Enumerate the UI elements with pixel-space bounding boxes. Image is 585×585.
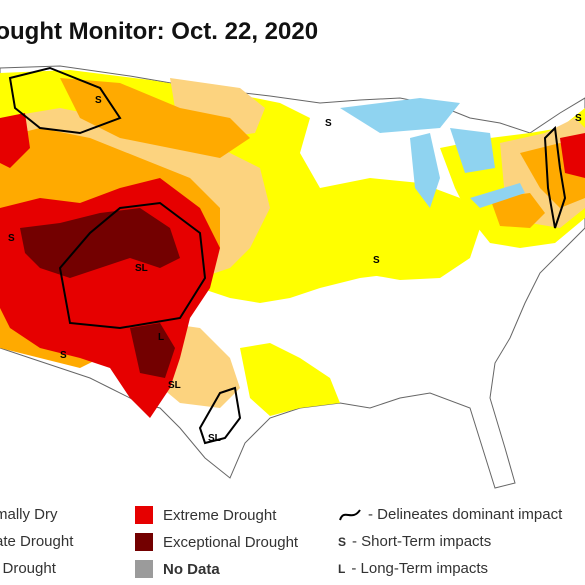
lake-michigan bbox=[410, 133, 440, 208]
impact-label-s: S bbox=[60, 350, 67, 361]
abnormally-dry-midwest bbox=[320, 178, 480, 280]
extreme-swatch bbox=[135, 506, 153, 524]
impact-label-s: S bbox=[95, 95, 102, 106]
legend-label: - Delineates dominant impact bbox=[368, 506, 563, 523]
legend-label: - Short-Term impacts bbox=[352, 533, 492, 550]
extreme-ne bbox=[560, 133, 585, 178]
legend-label: Exceptional Drought bbox=[163, 533, 299, 551]
map-title: rought Monitor: Oct. 22, 2020 bbox=[0, 18, 319, 45]
map-canvas: S S S S S S SL SL SL L bbox=[0, 65, 585, 489]
short-term-symbol: S bbox=[338, 534, 347, 549]
impact-label-sl: SL bbox=[135, 263, 148, 274]
exceptional-swatch bbox=[135, 533, 153, 551]
exceptional-texas bbox=[130, 323, 175, 378]
delineate-line-icon bbox=[339, 508, 361, 520]
lake-superior bbox=[340, 98, 460, 133]
legend-exceptional: Exceptional Drought bbox=[135, 533, 298, 551]
impact-label-sl: SL bbox=[208, 433, 221, 444]
legend-label: - Long-Term impacts bbox=[351, 560, 489, 577]
severe-pa bbox=[490, 193, 545, 228]
legend-long-term: L - Long-Term impacts bbox=[338, 560, 488, 577]
nodata-swatch bbox=[135, 560, 153, 578]
exceptional-core bbox=[20, 208, 180, 278]
lake-huron bbox=[450, 128, 495, 173]
legend-abnormally-dry: rmally Dry bbox=[0, 506, 58, 523]
impact-outline-texas bbox=[198, 386, 242, 445]
impact-label-l: L bbox=[158, 332, 164, 343]
impact-label-s: S bbox=[8, 233, 15, 244]
impact-label-s: S bbox=[325, 118, 332, 129]
impact-label-s: S bbox=[373, 255, 380, 266]
long-term-symbol: L bbox=[338, 561, 346, 576]
legend-extreme: Extreme Drought bbox=[135, 506, 276, 524]
legend-label: Extreme Drought bbox=[163, 506, 277, 524]
impact-label-s: S bbox=[575, 113, 582, 124]
lake-erie bbox=[470, 183, 525, 208]
abnormally-dry-south bbox=[240, 343, 340, 416]
impact-outline-southwest bbox=[58, 201, 207, 330]
legend-delineates: - Delineates dominant impact bbox=[338, 506, 562, 523]
legend-nodata: No Data bbox=[135, 560, 220, 578]
legend-moderate: rate Drought bbox=[0, 533, 73, 550]
legend-label: rate Drought bbox=[0, 533, 74, 550]
extreme-northwest bbox=[0, 113, 30, 168]
us-drought-map: S S S S S S SL SL SL L bbox=[0, 58, 585, 498]
impact-label-sl: SL bbox=[168, 380, 181, 391]
legend-short-term: S - Short-Term impacts bbox=[338, 533, 491, 550]
legend-label: e Drought bbox=[0, 560, 56, 577]
legend-severe: e Drought bbox=[0, 560, 56, 577]
legend: rmally Dry rate Drought e Drought Extrem… bbox=[0, 500, 585, 585]
legend-label: rmally Dry bbox=[0, 506, 58, 523]
impact-outline-northeast bbox=[543, 125, 567, 229]
impact-outline-northwest bbox=[8, 66, 122, 135]
legend-label: No Data bbox=[163, 560, 220, 578]
